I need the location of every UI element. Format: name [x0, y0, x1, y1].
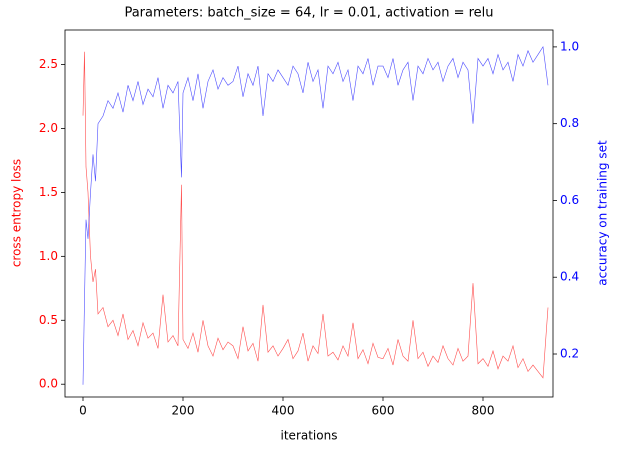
- series-line: [82, 51, 549, 379]
- x-axis-label: iterations: [281, 429, 338, 443]
- y2-tick-label: 1.0: [560, 39, 579, 53]
- y2-tick-label: 0.8: [560, 116, 579, 130]
- x-tick-label: 0: [79, 404, 87, 418]
- x-tick-label: 800: [472, 404, 495, 418]
- x-tick-label: 200: [172, 404, 195, 418]
- y2-tick-label: 0.2: [560, 347, 579, 361]
- y2-tick-label: 0.6: [560, 193, 579, 207]
- y-tick-label: 1.5: [39, 185, 58, 199]
- y-tick-label: 0.5: [39, 313, 58, 327]
- y-tick-label: 2.0: [39, 121, 58, 135]
- chart-title: Parameters: batch_size = 64, lr = 0.01, …: [124, 6, 493, 21]
- y2-axis-label: accuracy on training set: [596, 140, 610, 286]
- x-tick-label: 400: [272, 404, 295, 418]
- y-axis-label: cross entropy loss: [10, 159, 24, 267]
- plot-frame: [64, 29, 554, 398]
- y2-tick-label: 0.4: [560, 270, 579, 284]
- y-tick-label: 1.0: [39, 249, 58, 263]
- y-tick-label: 0.0: [39, 377, 58, 391]
- y-tick-label: 2.5: [39, 57, 58, 71]
- series-line: [82, 46, 549, 385]
- x-tick-label: 600: [372, 404, 395, 418]
